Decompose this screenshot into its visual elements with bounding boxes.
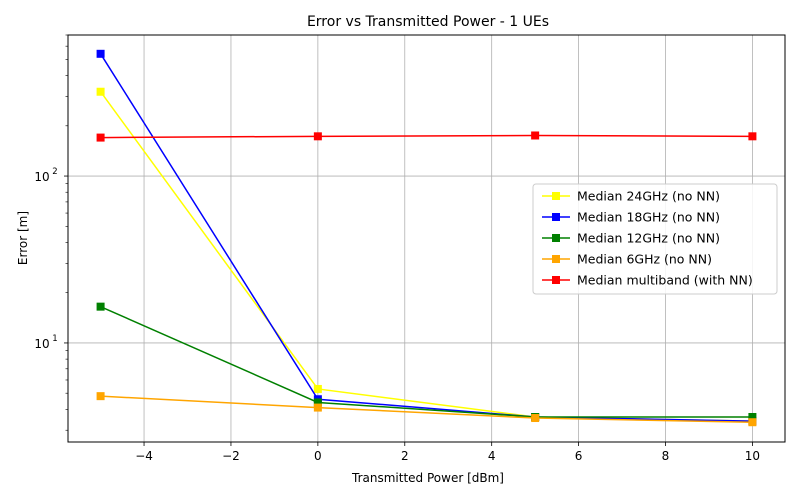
x-tick-label: 10 (745, 449, 760, 463)
data-point (531, 414, 540, 423)
x-tick-label: 0 (314, 449, 322, 463)
y-tick-exponent: 2 (52, 167, 57, 177)
legend-label: Median 18GHz (no NN) (577, 210, 720, 225)
data-point (313, 384, 322, 393)
legend-label: Median multiband (with NN) (577, 273, 753, 288)
chart-title: Error vs Transmitted Power - 1 UEs (307, 14, 549, 30)
legend-box (532, 183, 778, 295)
data-point (96, 133, 105, 142)
plot-frame (67, 34, 786, 443)
data-point (96, 49, 105, 58)
legend-marker (552, 213, 560, 221)
x-tick-label: 2 (401, 449, 409, 463)
data-point (313, 132, 322, 141)
x-axis-ticks: −4 −2 0 2 4 6 8 10 (135, 442, 760, 463)
data-point (748, 413, 757, 422)
data-point (96, 302, 105, 311)
data-point (96, 392, 105, 401)
x-axis-label: Transmitted Power [dBm] (351, 471, 504, 485)
legend-item: Median 12GHz (no NN) (542, 231, 720, 246)
data-point (748, 418, 757, 427)
data-point (96, 87, 105, 96)
y-tick-label: 10 (34, 337, 49, 351)
legend-item: Median 6GHz (no NN) (542, 252, 712, 267)
legend-label: Median 12GHz (no NN) (577, 231, 720, 246)
series-4 (96, 392, 757, 427)
series-line (99, 53, 753, 422)
data-point (748, 132, 757, 141)
x-tick-label: −4 (135, 449, 153, 463)
data-point (313, 403, 322, 412)
series-line (100, 134, 753, 139)
legend: Median 24GHz (no NN) Median 18GHz (no NN)… (532, 183, 778, 295)
legend-item: Median 18GHz (no NN) (542, 210, 720, 225)
legend-item: Median 24GHz (no NN) (542, 189, 720, 204)
data-point (531, 131, 540, 140)
series-5 (96, 131, 757, 142)
y-tick-label: 10 (34, 170, 49, 184)
legend-marker (552, 234, 560, 242)
series-line (100, 305, 753, 418)
data-point (313, 398, 322, 407)
legend-marker (552, 276, 560, 284)
x-tick-label: 4 (488, 449, 496, 463)
x-tick-label: 6 (575, 449, 583, 463)
x-tick-label: −2 (222, 449, 240, 463)
y-tick-exponent: 1 (52, 334, 57, 344)
x-tick-label: 8 (662, 449, 670, 463)
legend-marker (552, 255, 560, 263)
series-lines (96, 49, 757, 427)
legend-marker (552, 192, 560, 200)
series-line (100, 395, 753, 423)
y-axis-label: Error [m] (16, 211, 30, 265)
legend-label: Median 24GHz (no NN) (577, 189, 720, 204)
legend-item: Median multiband (with NN) (542, 273, 753, 288)
legend-label: Median 6GHz (no NN) (577, 252, 712, 267)
